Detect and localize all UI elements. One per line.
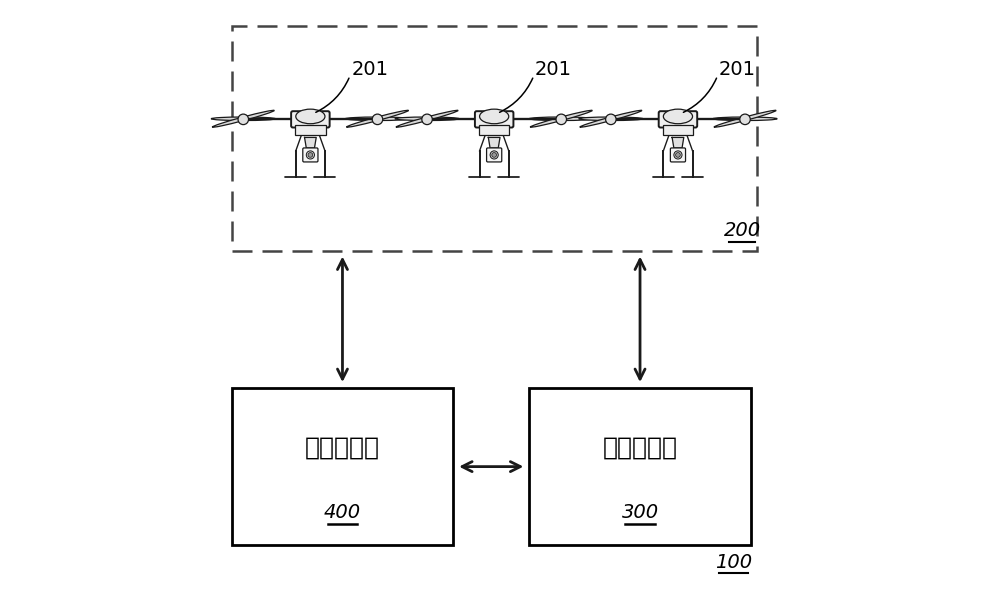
Ellipse shape bbox=[346, 110, 408, 127]
FancyBboxPatch shape bbox=[295, 125, 326, 135]
Polygon shape bbox=[488, 137, 500, 148]
Text: 200: 200 bbox=[724, 221, 761, 240]
Text: 201: 201 bbox=[535, 60, 572, 80]
FancyBboxPatch shape bbox=[303, 148, 318, 162]
Polygon shape bbox=[672, 137, 684, 148]
Ellipse shape bbox=[663, 109, 693, 124]
FancyBboxPatch shape bbox=[670, 148, 686, 162]
Text: 100: 100 bbox=[715, 552, 752, 572]
Ellipse shape bbox=[296, 109, 325, 124]
Circle shape bbox=[306, 151, 314, 159]
Bar bbox=[232, 388, 453, 545]
Bar bbox=[529, 388, 751, 545]
Bar bbox=[232, 26, 757, 251]
Circle shape bbox=[740, 114, 750, 125]
Circle shape bbox=[606, 114, 616, 125]
Circle shape bbox=[308, 153, 313, 157]
Text: 操作子系统: 操作子系统 bbox=[603, 436, 678, 459]
Ellipse shape bbox=[580, 110, 642, 127]
Text: 300: 300 bbox=[621, 503, 659, 522]
FancyBboxPatch shape bbox=[663, 125, 693, 135]
Polygon shape bbox=[305, 137, 316, 148]
Circle shape bbox=[422, 114, 432, 125]
Ellipse shape bbox=[396, 110, 458, 127]
Ellipse shape bbox=[529, 117, 593, 121]
Circle shape bbox=[676, 153, 680, 157]
Ellipse shape bbox=[211, 117, 275, 121]
Circle shape bbox=[372, 114, 383, 125]
Text: 201: 201 bbox=[719, 60, 756, 80]
Text: 终端子系统: 终端子系统 bbox=[305, 436, 380, 459]
Ellipse shape bbox=[345, 117, 410, 121]
FancyBboxPatch shape bbox=[659, 111, 697, 127]
Circle shape bbox=[238, 114, 249, 125]
FancyBboxPatch shape bbox=[479, 125, 509, 135]
FancyBboxPatch shape bbox=[475, 111, 513, 127]
Ellipse shape bbox=[530, 110, 592, 127]
Ellipse shape bbox=[713, 117, 777, 121]
Circle shape bbox=[556, 114, 567, 125]
FancyBboxPatch shape bbox=[291, 111, 330, 127]
Circle shape bbox=[492, 153, 496, 157]
Circle shape bbox=[490, 151, 498, 159]
Ellipse shape bbox=[579, 117, 643, 121]
Ellipse shape bbox=[480, 109, 509, 124]
Text: 400: 400 bbox=[324, 503, 361, 522]
Ellipse shape bbox=[212, 110, 274, 127]
Text: 201: 201 bbox=[351, 60, 388, 80]
Ellipse shape bbox=[395, 117, 459, 121]
Circle shape bbox=[674, 151, 682, 159]
FancyBboxPatch shape bbox=[487, 148, 502, 162]
Ellipse shape bbox=[714, 110, 776, 127]
